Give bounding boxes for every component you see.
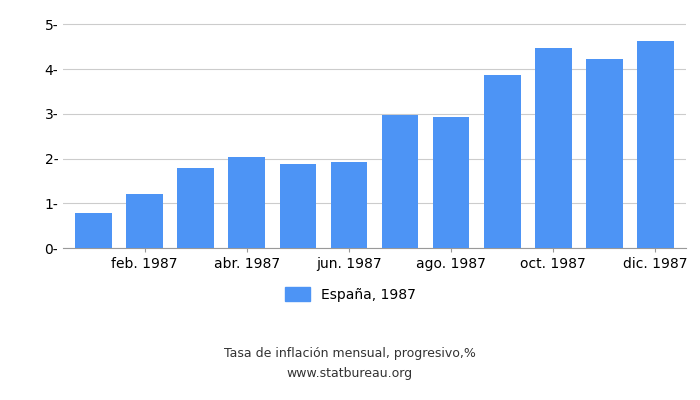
Bar [228,157,265,248]
Bar [382,115,419,248]
Bar [484,74,521,248]
Bar [330,162,368,248]
Legend: España, 1987: España, 1987 [284,287,416,302]
Text: www.statbureau.org: www.statbureau.org [287,368,413,380]
Bar [126,194,163,248]
Bar [279,164,316,248]
Bar [586,59,623,248]
Text: Tasa de inflación mensual, progresivo,%: Tasa de inflación mensual, progresivo,% [224,348,476,360]
Bar [637,41,673,248]
Bar [76,213,112,248]
Bar [177,168,214,248]
Bar [433,117,470,248]
Bar [535,48,572,248]
